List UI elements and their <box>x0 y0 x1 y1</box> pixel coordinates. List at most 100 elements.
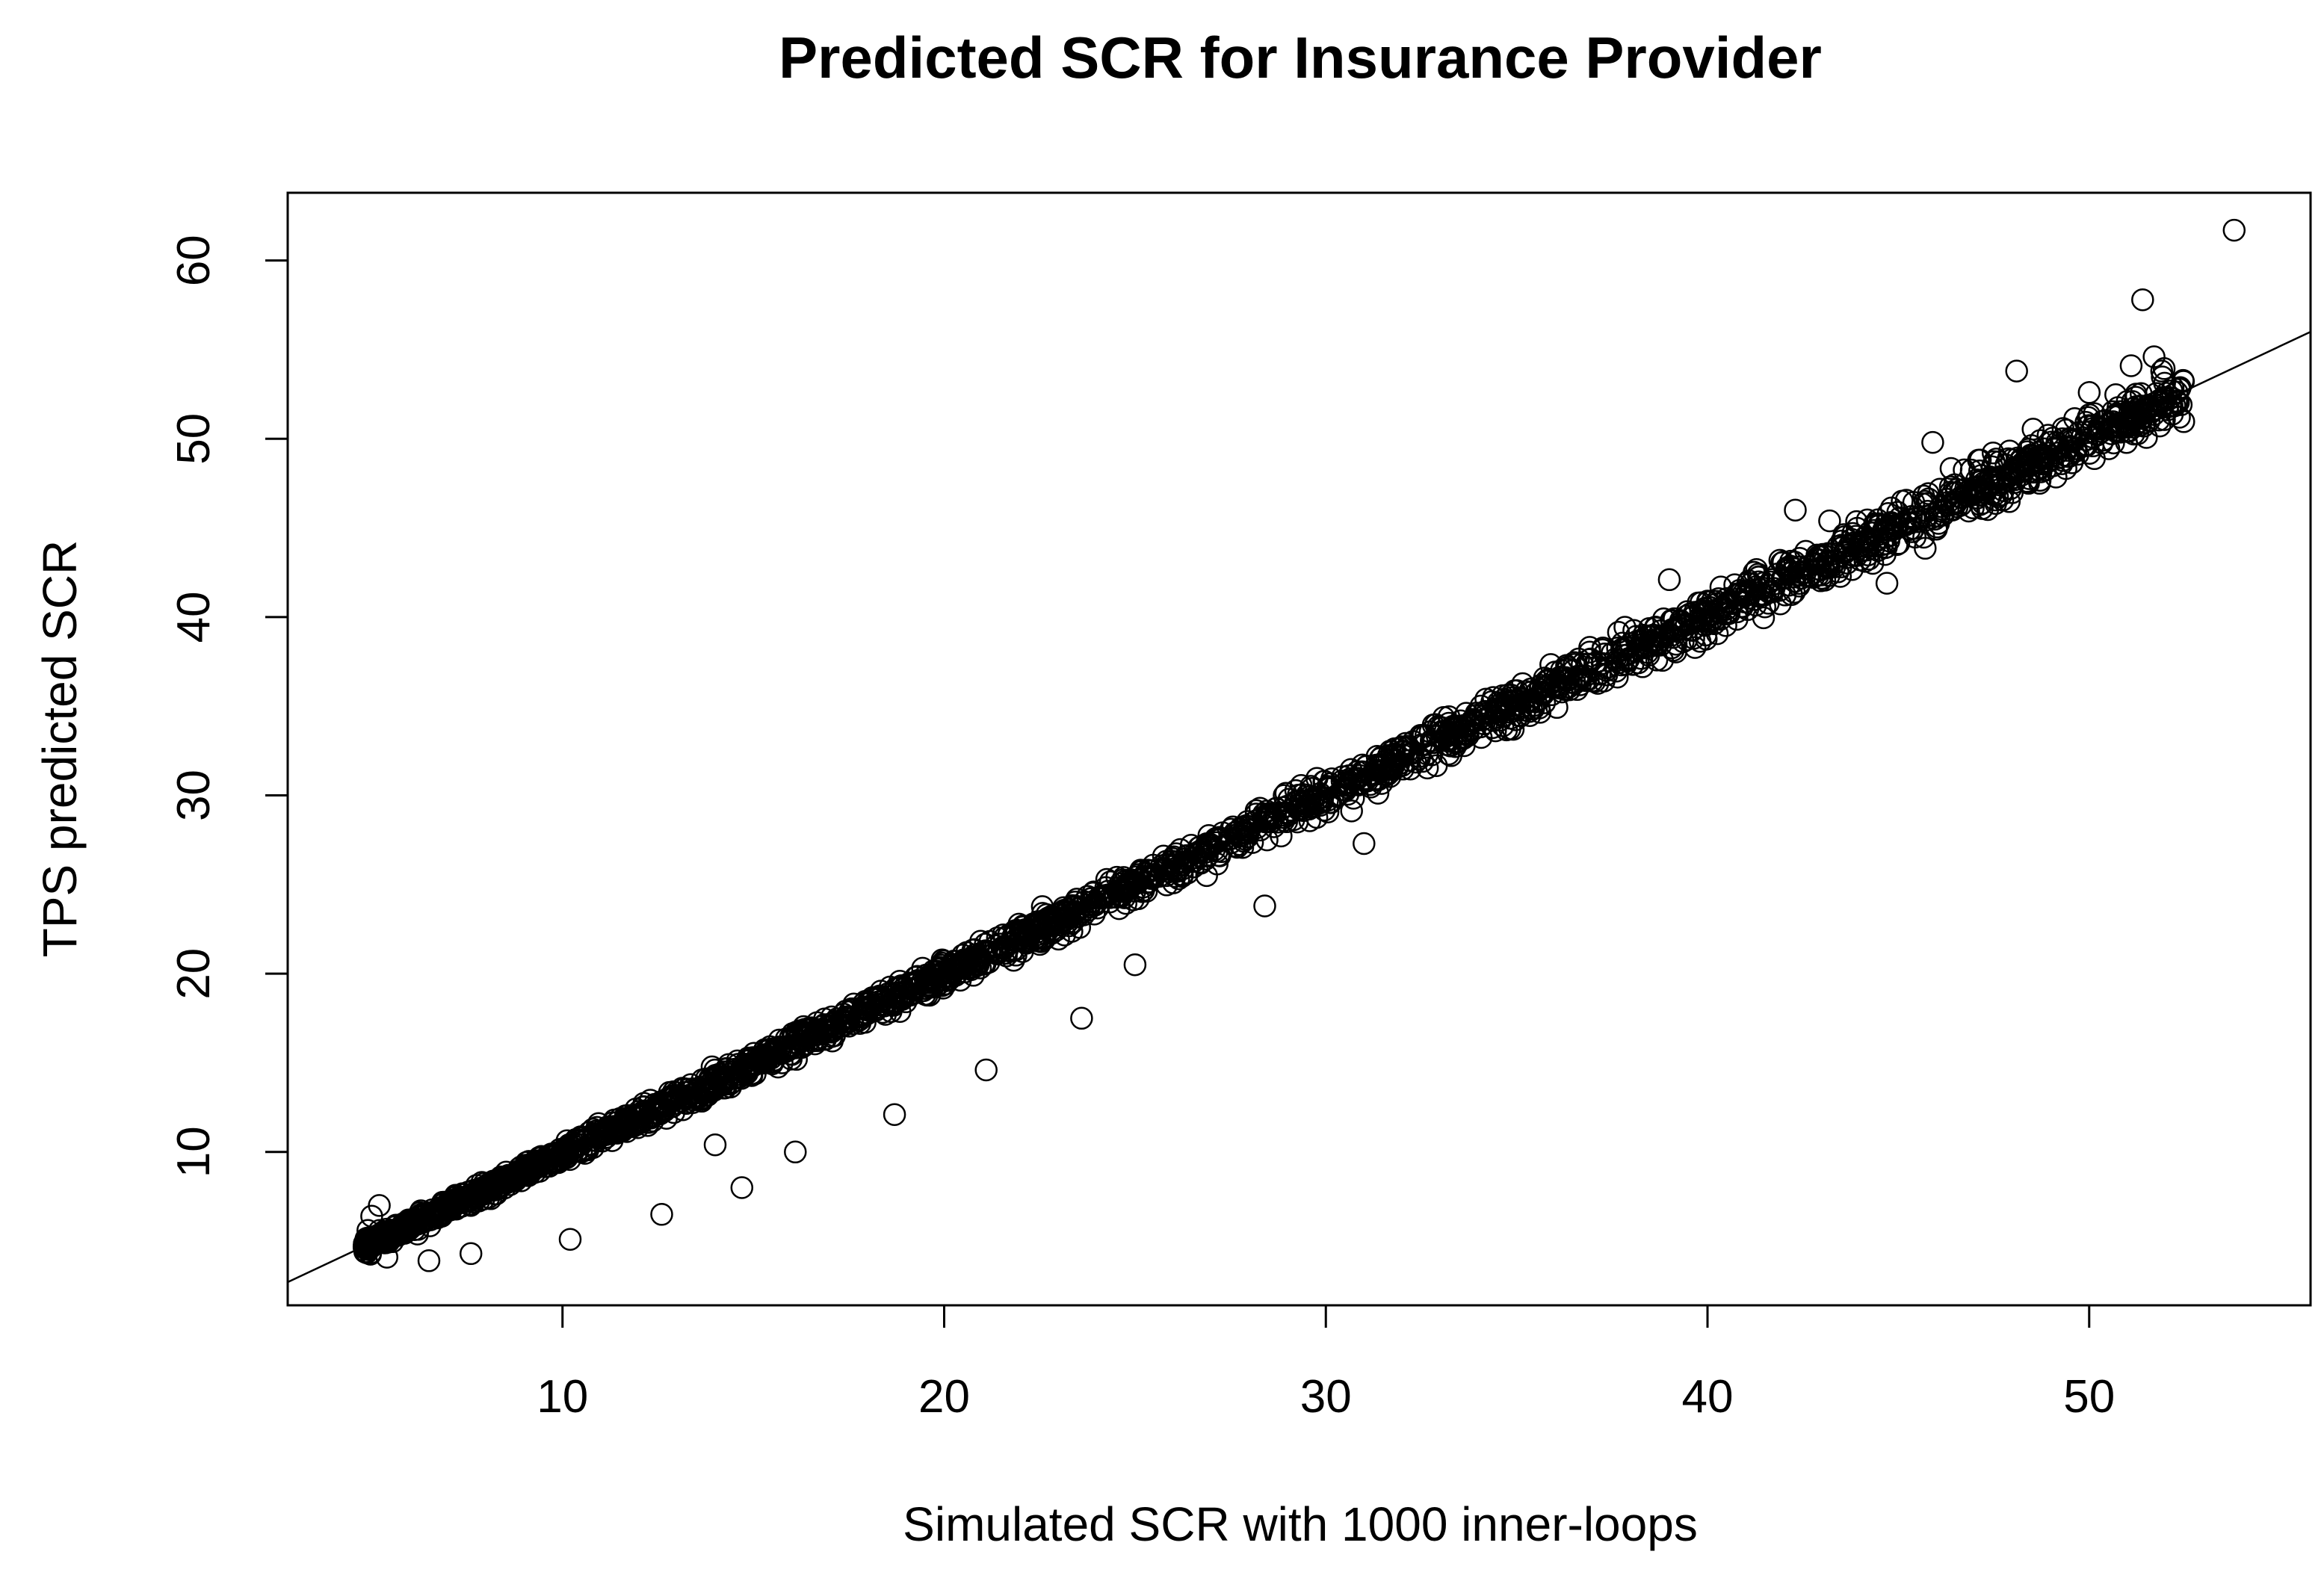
data-point <box>784 1140 807 1164</box>
y-tick-label: 20 <box>168 948 220 1000</box>
y-tick-label: 50 <box>168 413 220 465</box>
data-point <box>1784 498 1807 522</box>
data-point <box>514 1162 538 1185</box>
data-point <box>1569 665 1592 688</box>
data-point <box>1709 575 1733 598</box>
data-point <box>1037 909 1061 933</box>
data-point <box>927 956 951 979</box>
data-point <box>1974 481 1997 505</box>
data-point <box>1231 820 1255 844</box>
data-point <box>2119 354 2143 377</box>
data-point <box>1663 607 1686 631</box>
data-point <box>1875 572 1899 595</box>
data-point <box>1810 563 1834 587</box>
data-point <box>974 1058 998 1082</box>
data-point <box>1415 756 1439 780</box>
data-point <box>1607 621 1631 644</box>
data-point <box>558 1228 582 1251</box>
data-point <box>1631 655 1654 678</box>
data-point <box>1657 568 1681 592</box>
data-point <box>555 1146 578 1169</box>
data-point <box>1248 796 1272 820</box>
data-point <box>460 1185 483 1208</box>
data-point <box>1891 489 1914 513</box>
data-point <box>1198 836 1221 859</box>
data-point <box>1427 715 1450 738</box>
data-point <box>353 1232 377 1256</box>
data-point <box>752 1043 776 1066</box>
x-tick-label: 30 <box>1300 1371 1352 1423</box>
data-point <box>487 1170 510 1193</box>
data-point <box>2021 418 2045 441</box>
x-tick-label: 50 <box>2063 1371 2115 1423</box>
data-point <box>1626 637 1649 660</box>
data-point <box>1355 755 1379 778</box>
data-point <box>1777 558 1801 582</box>
data-point <box>1091 886 1115 909</box>
data-point <box>2126 422 2149 445</box>
data-point <box>1340 799 1363 823</box>
data-point <box>1494 690 1518 714</box>
data-point <box>1313 770 1336 793</box>
data-point <box>1253 894 1276 918</box>
data-point <box>1857 548 1881 571</box>
data-point <box>405 1210 429 1233</box>
data-point <box>992 936 1016 959</box>
data-point <box>1858 528 1882 551</box>
x-axis: 10 20 30 40 50 <box>537 1305 2115 1423</box>
chart-title: Predicted SCR for Insurance Provider <box>779 25 1822 90</box>
data-point <box>1578 640 1601 663</box>
outlier-points <box>356 218 2246 1272</box>
data-point <box>1769 592 1792 616</box>
reference-line-group <box>288 330 2311 1284</box>
data-point <box>1853 550 1876 573</box>
y-tick-label: 10 <box>168 1126 220 1178</box>
data-point <box>595 1122 619 1145</box>
data-point <box>2077 381 2101 404</box>
data-point <box>849 1004 873 1027</box>
data-point <box>916 971 940 994</box>
data-point <box>2107 412 2130 435</box>
data-point <box>1921 430 1944 454</box>
data-point <box>883 1103 906 1126</box>
data-point <box>1900 520 1923 543</box>
x-tick-label: 40 <box>1682 1371 1734 1423</box>
data-point <box>647 1095 671 1119</box>
data-point <box>2063 407 2086 430</box>
data-point <box>1399 757 1422 781</box>
y-tick-label: 30 <box>168 770 220 821</box>
data-point <box>1193 841 1217 864</box>
data-point <box>2161 376 2185 400</box>
data-point <box>2028 471 2051 495</box>
data-point <box>2083 447 2106 471</box>
data-point <box>2142 345 2166 368</box>
data-point <box>417 1249 441 1272</box>
data-point <box>2121 406 2145 429</box>
x-tick-label: 20 <box>918 1371 970 1423</box>
data-point <box>2074 428 2098 452</box>
data-point <box>2093 409 2117 433</box>
data-point <box>1007 912 1030 936</box>
data-point <box>942 956 966 980</box>
data-point <box>1123 953 1147 977</box>
data-point <box>1578 636 1601 659</box>
data-point <box>623 1110 646 1133</box>
data-point <box>1054 909 1078 932</box>
data-point <box>1485 699 1509 723</box>
data-point <box>1664 632 1688 656</box>
x-tick-label: 10 <box>537 1371 588 1423</box>
data-point <box>1550 680 1574 704</box>
data-point <box>1563 653 1586 676</box>
data-point <box>821 1014 844 1037</box>
data-point <box>1257 804 1280 827</box>
data-point <box>1752 606 1776 630</box>
data-point <box>1902 491 1926 514</box>
data-point <box>1664 640 1687 663</box>
data-point <box>406 1222 429 1246</box>
data-point <box>569 1140 593 1164</box>
data-point <box>2081 434 2105 458</box>
regression-line <box>288 330 2311 1284</box>
data-point <box>1424 713 1447 737</box>
data-point <box>1916 492 1940 516</box>
